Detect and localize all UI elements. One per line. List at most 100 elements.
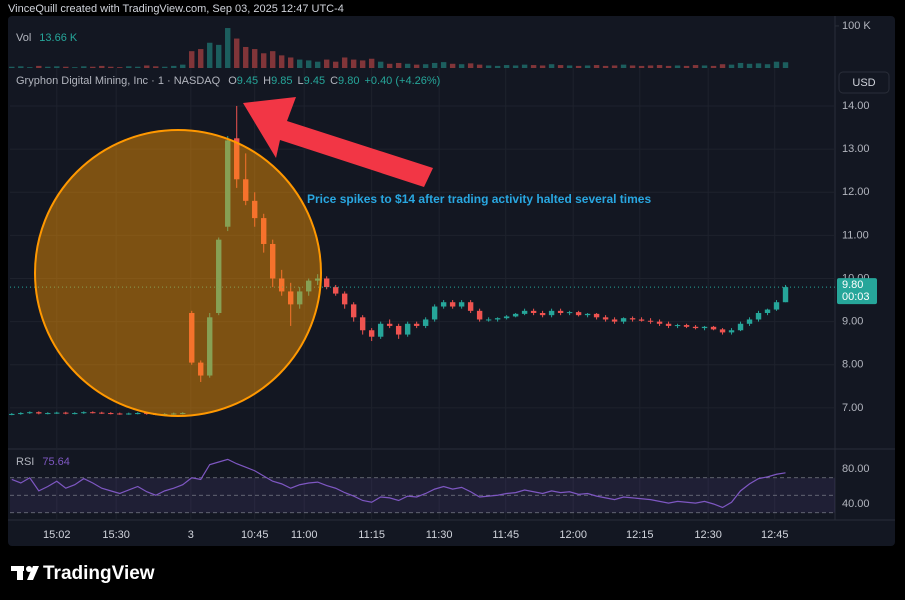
candle-body <box>45 413 51 415</box>
x-tick-label: 12:15 <box>626 529 654 541</box>
candle-body <box>629 318 636 320</box>
candle-body <box>279 278 285 292</box>
ohlc-value: 9.85 <box>271 75 292 87</box>
candle-body <box>503 316 510 319</box>
volume-bar <box>494 65 501 68</box>
candle-body <box>512 313 519 317</box>
volume-bar <box>81 66 87 68</box>
candle-body <box>198 362 204 376</box>
volume-bar <box>611 65 618 68</box>
logo <box>11 566 39 580</box>
volume-current: 13.66 K <box>39 32 78 44</box>
volume-bar <box>368 58 375 68</box>
x-tick-label: 11:00 <box>291 529 318 541</box>
volume-bar <box>153 66 159 68</box>
volume-bar <box>135 66 141 68</box>
volume-bar <box>503 65 510 68</box>
candle-body <box>341 293 348 305</box>
volume-bar <box>665 65 672 68</box>
candle-body <box>296 291 303 305</box>
candle-body <box>395 325 402 335</box>
volume-bar <box>144 65 150 68</box>
candle-body <box>467 302 474 311</box>
plot-layer: 15:02 15:30 3 10:45 11:00 11:15 11:30 11:45 12:0… <box>9 20 877 541</box>
candle-body <box>719 329 726 333</box>
volume-bar <box>279 55 285 68</box>
volume-bar <box>314 61 321 68</box>
watermark: TradingView <box>43 563 155 584</box>
x-tick-label: 12:45 <box>761 529 789 541</box>
volume-bar <box>710 65 717 68</box>
last-price-box <box>837 278 877 305</box>
volume-bar <box>18 66 24 68</box>
volume-bar <box>584 65 591 68</box>
ohlc-value: 9.45 <box>304 75 325 87</box>
volume-bar <box>656 65 663 68</box>
volume-bar <box>521 64 528 68</box>
candle-body <box>728 330 735 333</box>
volume-bar <box>216 44 222 68</box>
candle-body <box>611 319 618 322</box>
candle-body <box>225 140 231 227</box>
volume-bar <box>287 57 294 68</box>
volume-bar <box>350 59 357 68</box>
candle-body <box>530 310 537 313</box>
volume-bar <box>566 65 573 68</box>
volume-bar <box>431 62 438 68</box>
volume-bar <box>341 57 348 68</box>
candle-body <box>440 302 447 307</box>
volume-bar <box>764 64 771 68</box>
volume-tick-label: 100 K <box>842 20 871 32</box>
volume-bar <box>72 67 78 68</box>
candle-body <box>674 325 681 327</box>
volume-bar <box>359 60 366 68</box>
volume-bar <box>629 65 636 68</box>
volume-bar <box>63 66 69 68</box>
y-tick-label: 7.00 <box>842 402 863 414</box>
volume-bar <box>557 65 564 68</box>
volume-bar <box>530 65 537 68</box>
volume-bar <box>45 66 51 68</box>
candle-body <box>243 179 249 201</box>
candle-body <box>287 291 294 305</box>
candle-body <box>665 323 672 326</box>
volume-bar <box>719 64 726 68</box>
volume-bar <box>243 46 249 68</box>
ohlc-label: O <box>228 75 237 87</box>
candle-body <box>692 326 699 329</box>
ohlc-value: 9.80 <box>338 75 359 87</box>
volume-bar <box>296 59 303 68</box>
arrow <box>243 97 433 187</box>
volume-bar <box>207 42 213 68</box>
ohlc-label: C <box>330 75 338 87</box>
volume-bar <box>449 63 456 68</box>
candle-body <box>252 200 258 219</box>
countdown: 00:03 <box>842 291 870 303</box>
volume-legend: Vol 13.66 K <box>16 32 78 44</box>
candle-body <box>54 412 60 414</box>
volume-bar <box>593 65 600 68</box>
x-tick-label: 11:15 <box>358 529 385 541</box>
volume-bar <box>261 53 267 68</box>
candle-body <box>27 412 33 414</box>
candle-body <box>710 326 717 330</box>
candle-body <box>350 304 357 318</box>
volume-bar <box>234 38 240 68</box>
volume-bar <box>126 66 132 68</box>
candle-body <box>746 319 753 324</box>
candle-body <box>575 312 582 316</box>
candle-body <box>386 323 393 326</box>
candle-body <box>117 413 123 415</box>
candle-body <box>323 278 330 288</box>
volume-bar <box>512 65 519 68</box>
rsi-tick-label: 80.00 <box>842 463 870 475</box>
candle-body <box>539 312 546 316</box>
volume-bar <box>692 65 699 68</box>
currency-button[interactable] <box>838 71 890 94</box>
currency[interactable]: USD <box>852 77 875 89</box>
volume-bar <box>305 60 312 68</box>
volume-bar <box>323 59 330 68</box>
rsi-tick-label: 40.00 <box>842 498 870 510</box>
candle-body <box>566 312 573 314</box>
